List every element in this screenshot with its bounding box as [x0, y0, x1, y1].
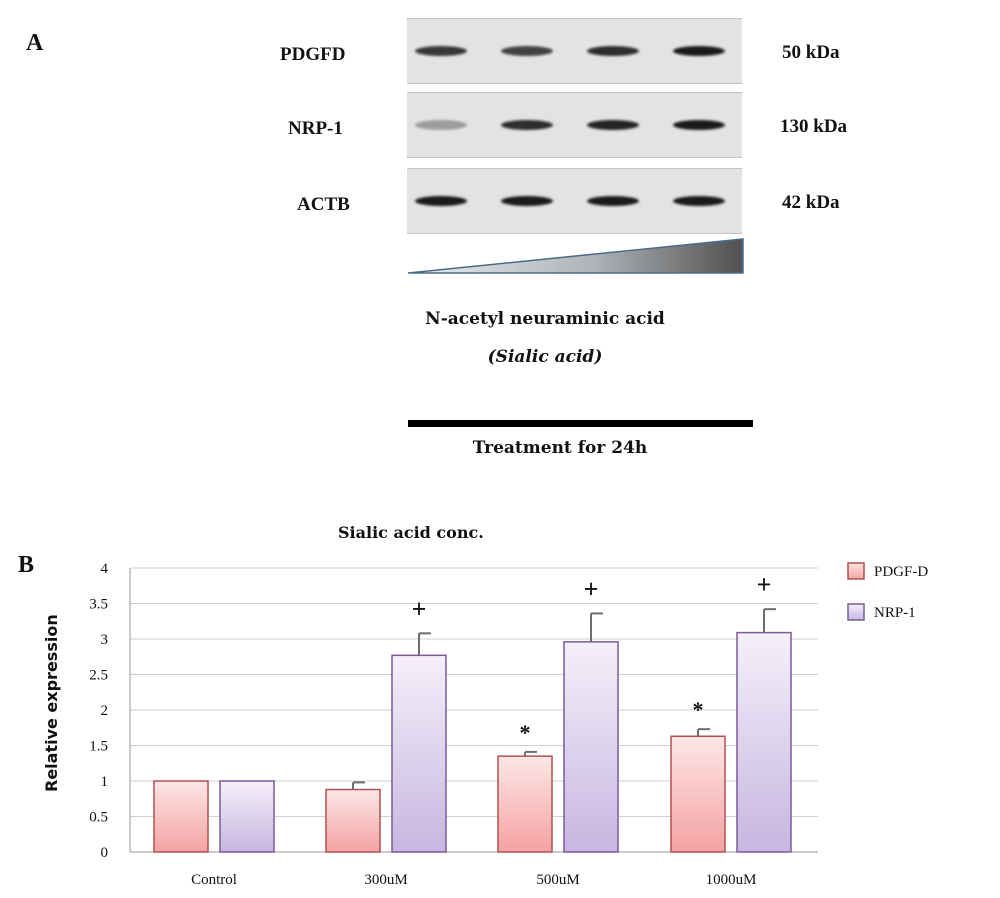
legend-label: NRP-1 — [874, 605, 916, 621]
blot-band — [415, 46, 467, 56]
y-tick-label: 2.5 — [89, 668, 108, 684]
legend-swatch — [847, 603, 865, 621]
y-tick-label: 3 — [101, 632, 109, 648]
concentration-gradient-wedge — [407, 238, 744, 274]
blot-band — [587, 120, 639, 130]
blot-strip — [407, 92, 742, 158]
bar-pdgf-d-1000um — [670, 735, 726, 853]
blot-size-label: 42 kDa — [782, 192, 840, 213]
blot-strip — [407, 18, 742, 84]
y-tick-label: 0.5 — [89, 810, 108, 826]
y-tick-label: 2 — [101, 703, 109, 719]
y-tick-label: 3.5 — [89, 597, 108, 613]
bar-nrp-1-300um — [391, 654, 447, 853]
blot-band — [587, 196, 639, 206]
legend-swatch — [847, 562, 865, 580]
bar-nrp-1-control — [219, 780, 275, 853]
significance-marker: * — [693, 697, 704, 722]
chart-title: Sialic acid conc. — [338, 523, 484, 542]
blot-band — [415, 196, 467, 206]
bar-pdgf-d-300um — [325, 788, 381, 853]
blot-protein-label: NRP-1 — [288, 118, 343, 139]
legend-label: PDGF-D — [874, 564, 928, 580]
treatment-duration-bar — [408, 420, 753, 427]
blot-protein-label: ACTB — [297, 194, 350, 215]
blot-protein-label: PDGFD — [280, 44, 346, 65]
blot-band — [673, 46, 725, 56]
bar-chart: 0 0.5 1 1.5 2 2.5 3 3.5 4 Control +300uM * +500uM * +1… — [89, 561, 928, 888]
bar-pdgf-d-500um — [497, 755, 553, 853]
treatment-duration: Treatment for 24h — [472, 438, 648, 458]
bar-pdgf-d-control — [153, 780, 209, 853]
blot-band — [501, 46, 553, 56]
panel-b-letter: B — [18, 552, 35, 578]
significance-marker: * — [520, 720, 531, 745]
blot-band — [673, 120, 725, 130]
bar-nrp-1-500um — [563, 641, 619, 853]
bar-nrp-1-1000um — [736, 631, 792, 853]
significance-marker: + — [412, 594, 427, 623]
y-tick-label: 1.5 — [89, 739, 108, 755]
x-tick-label: 1000uM — [706, 872, 757, 888]
treatment-alias: (Sialic acid) — [487, 347, 603, 367]
blot-band — [415, 120, 467, 130]
x-tick-label: 300uM — [364, 872, 407, 888]
blot-size-label: 130 kDa — [780, 116, 848, 137]
x-tick-label: Control — [191, 872, 237, 888]
significance-marker: + — [757, 570, 772, 599]
y-tick-label: 0 — [101, 845, 109, 861]
blot-band — [587, 46, 639, 56]
blot-band — [673, 196, 725, 206]
x-tick-label: 500uM — [536, 872, 579, 888]
blot-size-label: 50 kDa — [782, 42, 840, 63]
y-tick-label: 1 — [101, 774, 109, 790]
blot-band — [501, 120, 553, 130]
y-tick-label: 4 — [101, 561, 109, 577]
significance-marker: + — [584, 574, 599, 603]
blot-strip — [407, 168, 742, 234]
panel-a-letter: A — [26, 30, 44, 56]
blot-band — [501, 196, 553, 206]
treatment-name: N-acetyl neuraminic acid — [425, 309, 665, 329]
